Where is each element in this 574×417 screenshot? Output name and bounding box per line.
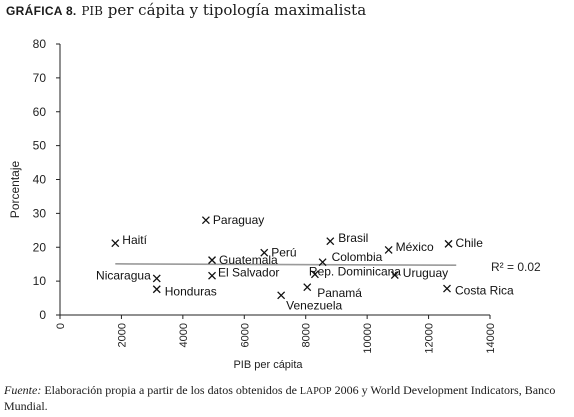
source-text-after: 2006 y World Development Indicators, Ban… <box>4 383 556 413</box>
marker-stroke <box>444 239 453 248</box>
title-abbrev: PIB <box>81 4 103 18</box>
x-tick-label: 8000 <box>301 323 313 347</box>
point-label: Venezuela <box>286 298 342 312</box>
point-marker <box>326 237 335 246</box>
point-marker <box>303 283 312 292</box>
y-tick-label: 50 <box>33 139 47 153</box>
x-tick-label: 12000 <box>424 323 436 354</box>
marker-stroke <box>310 270 319 279</box>
point-label: México <box>396 240 434 254</box>
data-points <box>111 216 453 300</box>
marker-stroke <box>277 291 286 300</box>
point-label: Nicaragua <box>96 268 151 282</box>
source-note: Fuente: Elaboración propia a partir de l… <box>4 383 572 413</box>
x-tick-label: 0 <box>55 323 67 329</box>
point-label: Panamá <box>317 286 362 300</box>
marker-stroke <box>111 239 120 248</box>
point-marker <box>111 239 120 248</box>
point-label: Colombia <box>332 250 383 264</box>
y-axis-label: Porcentaje <box>8 160 22 218</box>
y-tick-label: 60 <box>33 105 47 119</box>
point-marker <box>208 256 216 265</box>
point-label: Haití <box>122 233 147 247</box>
point-marker <box>277 291 286 300</box>
marker-stroke <box>326 237 335 246</box>
point-marker <box>444 239 453 248</box>
marker-stroke <box>152 285 161 294</box>
point-label: El Salvador <box>218 266 279 280</box>
marker-stroke <box>208 256 216 265</box>
point-label: Guatemala <box>219 253 278 267</box>
marker-stroke <box>208 271 216 280</box>
point-marker <box>152 274 161 283</box>
point-label: Brasil <box>338 231 368 245</box>
axes: 0 10 20 30 40 50 60 70 80 0 2000 4000 6000 8000 10000 1… <box>8 37 497 371</box>
point-marker <box>384 246 393 254</box>
y-tick-label: 20 <box>33 240 47 254</box>
point-label: Paraguay <box>213 213 264 227</box>
point-marker <box>201 216 210 225</box>
marker-stroke <box>390 271 399 279</box>
trendline-line <box>115 263 457 267</box>
trendline: R² = 0.02 <box>115 260 541 274</box>
chart-number: GRÁFICA 8. <box>6 4 77 18</box>
x-tick-label: 14000 <box>485 323 497 354</box>
marker-stroke <box>318 258 327 267</box>
y-tick-label: 30 <box>33 206 47 220</box>
marker-stroke <box>303 283 312 292</box>
point-marker <box>443 284 451 293</box>
y-tick-label: 0 <box>39 308 46 322</box>
point-marker <box>260 248 269 257</box>
y-tick-label: 40 <box>33 173 47 187</box>
marker-stroke <box>260 248 269 257</box>
source-abbrev: LAPOP <box>299 386 332 397</box>
title-text: per cápita y tipología maximalista <box>102 1 367 19</box>
marker-stroke <box>443 284 451 293</box>
x-tick-label: 10000 <box>362 323 374 354</box>
point-marker <box>208 271 216 280</box>
marker-stroke <box>384 246 393 254</box>
point-label: Costa Rica <box>455 284 514 298</box>
point-marker <box>310 270 319 279</box>
chart-title: GRÁFICA 8. PIB per cápita y tipología ma… <box>6 1 366 19</box>
x-tick-label: 2000 <box>116 323 128 347</box>
point-label: Rep. Dominicana <box>309 264 401 278</box>
marker-stroke <box>152 274 161 283</box>
scatter-chart: 0 10 20 30 40 50 60 70 80 0 2000 4000 6000 8000 10000 1… <box>8 37 541 371</box>
point-marker <box>390 271 399 279</box>
source-text-before: Elaboración propia a partir de los datos… <box>41 383 300 397</box>
point-label: Uruguay <box>403 266 448 280</box>
point-label: Perú <box>271 246 296 260</box>
y-tick-label: 10 <box>33 274 47 288</box>
x-tick-label: 4000 <box>178 323 190 347</box>
point-marker <box>152 285 161 294</box>
y-tick-label: 70 <box>33 71 47 85</box>
point-labels: Haití Paraguay Brasil México Chile PerúGuatem… <box>96 213 514 312</box>
point-marker <box>318 258 327 267</box>
source-label: Fuente: <box>4 383 42 397</box>
point-label: Honduras <box>165 284 217 298</box>
x-axis-label: PIB per cápita <box>233 359 303 371</box>
y-tick-label: 80 <box>33 37 47 51</box>
x-tick-label: 6000 <box>239 323 251 347</box>
r-squared-label: R² = 0.02 <box>491 260 541 274</box>
marker-stroke <box>201 216 210 225</box>
point-label: Chile <box>456 236 484 250</box>
